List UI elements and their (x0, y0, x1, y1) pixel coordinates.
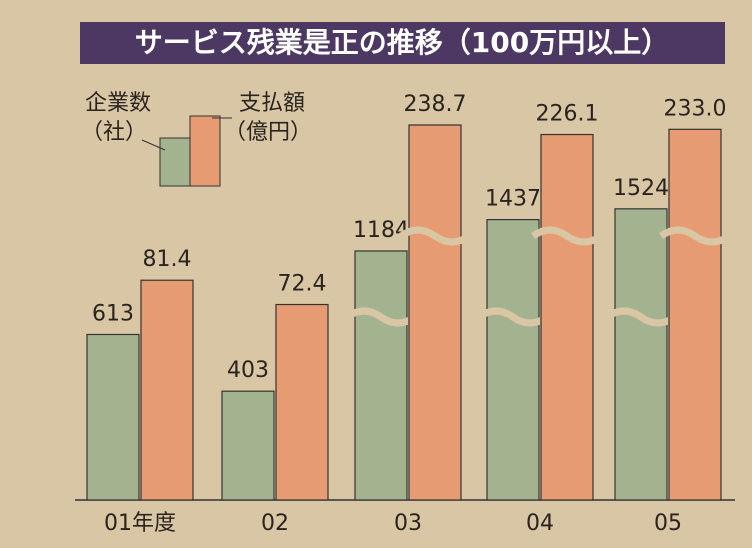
value-label: 81.4 (143, 247, 192, 272)
bar-break (658, 226, 732, 246)
x-tick-label: 04 (526, 511, 554, 536)
bar (408, 124, 462, 501)
value-label: 1184 (353, 218, 409, 243)
bar (668, 128, 722, 501)
legend-swatch (159, 137, 191, 187)
bar (354, 250, 408, 501)
bar (86, 333, 140, 501)
value-label: 1524 (613, 176, 669, 201)
value-label: 226.1 (536, 102, 599, 127)
legend-unit: （億円） (224, 120, 312, 145)
bar-break (344, 307, 418, 327)
bar (221, 390, 275, 501)
legend-pointer (141, 139, 166, 151)
value-label: 613 (92, 301, 134, 326)
bar-break (530, 226, 604, 246)
legend-unit: （社） (81, 120, 147, 145)
bar-break (604, 307, 678, 327)
bar (540, 133, 594, 501)
legend-swatch (189, 115, 221, 187)
x-tick-label: 03 (394, 511, 422, 536)
bar (140, 279, 194, 501)
bar (486, 219, 540, 501)
value-label: 403 (227, 358, 269, 383)
x-tick-label: 02 (261, 511, 289, 536)
bar-break (476, 307, 550, 327)
value-label: 1437 (485, 187, 541, 212)
x-tick-label: 05 (654, 511, 682, 536)
value-label: 238.7 (404, 92, 467, 117)
x-tick-label: 01年度 (104, 511, 176, 536)
chart-title: サービス残業是正の推移（100万円以上） (135, 26, 669, 59)
bar-break (398, 226, 472, 246)
legend-label: 企業数 (85, 91, 151, 116)
bar (614, 208, 668, 501)
value-label: 233.0 (664, 96, 727, 121)
value-label: 72.4 (278, 272, 327, 297)
title-banner (80, 22, 725, 64)
bar (275, 303, 329, 501)
legend-label: 支払額 (239, 91, 305, 116)
